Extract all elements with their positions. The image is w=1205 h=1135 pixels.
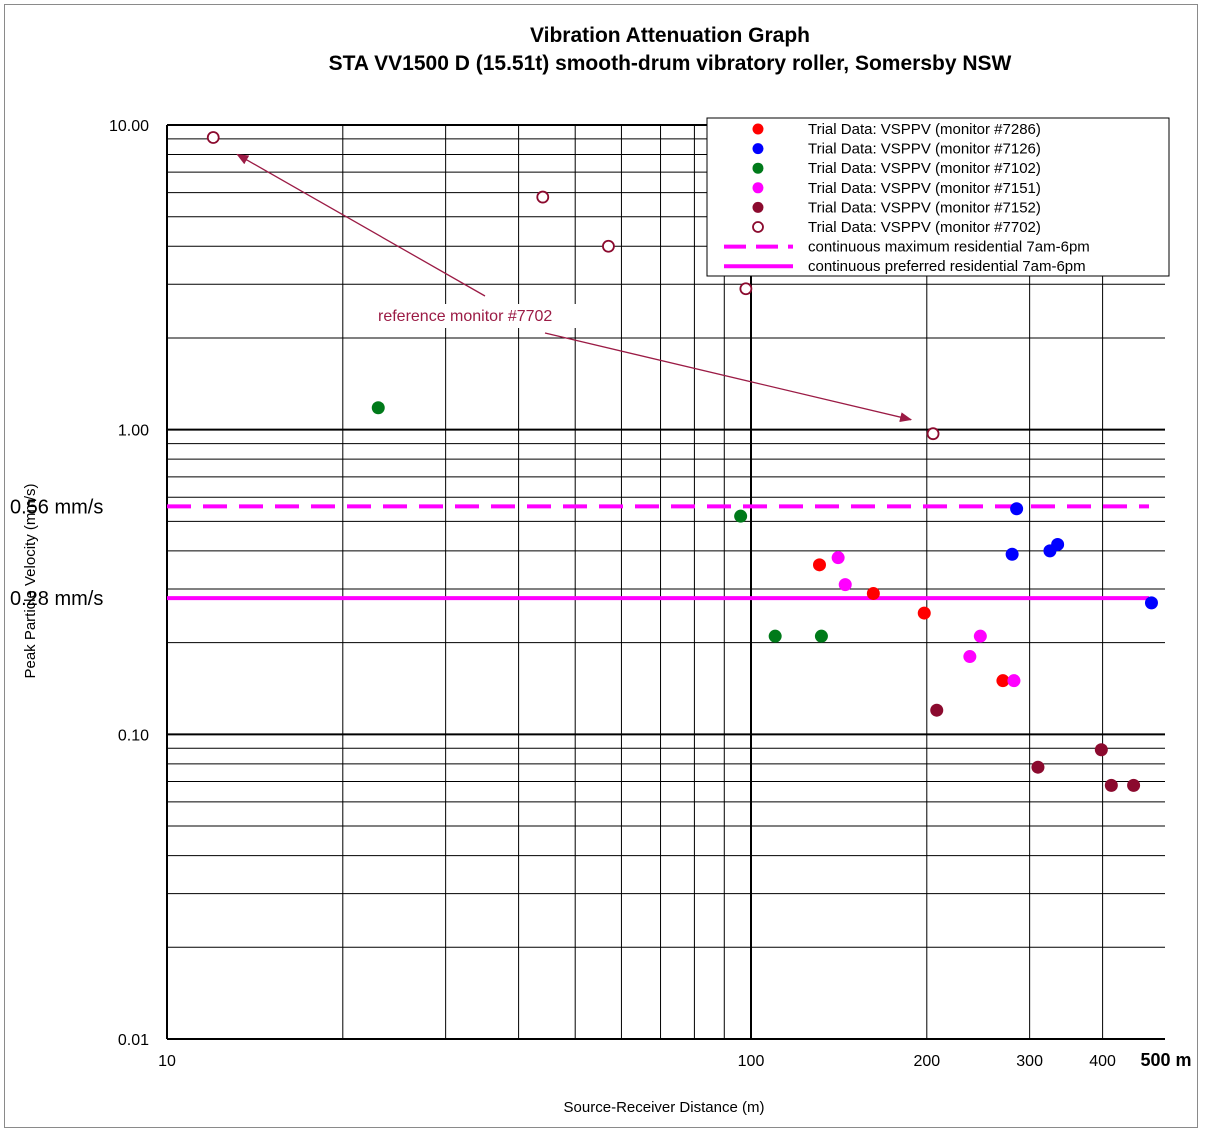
legend-label: Trial Data: VSPPV (monitor #7702) [808, 219, 1041, 236]
data-point [734, 509, 748, 523]
legend-marker [752, 143, 764, 155]
data-point [739, 282, 753, 296]
data-point [371, 401, 385, 415]
x-tick-label: 10 [158, 1053, 176, 1070]
data-point [206, 131, 220, 144]
y-tick-label: 10.00 [109, 118, 149, 135]
data-point [1005, 547, 1019, 561]
legend-label: continuous preferred residential 7am-6pm [808, 258, 1086, 275]
data-point [812, 558, 826, 572]
x-tick-label: 200 [913, 1053, 940, 1070]
data-point [963, 650, 977, 664]
reference-line-label: 0.28 mm/s [10, 588, 103, 610]
data-point [1144, 596, 1158, 610]
annotation-label: reference monitor #7702 [378, 308, 552, 325]
data-point [917, 606, 931, 620]
legend-label: Trial Data: VSPPV (monitor #7151) [808, 180, 1041, 197]
data-point [838, 578, 852, 592]
annotation-arrow [544, 332, 913, 423]
data-point [1051, 537, 1065, 551]
x-tick-label: 400 [1089, 1053, 1116, 1070]
legend-box [706, 117, 1170, 277]
data-point [930, 703, 944, 717]
y-tick-label: 0.01 [118, 1032, 149, 1049]
legend-label: Trial Data: VSPPV (monitor #7102) [808, 160, 1041, 177]
annotation-arrow [236, 153, 486, 297]
legend-marker [752, 182, 764, 194]
legend-marker [752, 201, 764, 213]
data-point [866, 586, 880, 600]
y-tick-label: 0.10 [118, 727, 149, 744]
minor-gridlines [167, 125, 1165, 1039]
x-tick-label: 100 [738, 1053, 765, 1070]
legend-label: continuous maximum residential 7am-6pm [808, 239, 1090, 256]
data-point [996, 674, 1010, 688]
annotation-layer: reference monitor #7702 [236, 153, 913, 423]
data-point [973, 629, 987, 643]
chart-title: Vibration Attenuation Graph [529, 24, 810, 47]
data-point [926, 427, 940, 441]
y-axis-label: Peak Particle Velocity (mm/s) [22, 483, 39, 678]
data-point [1094, 743, 1108, 757]
data-point [1127, 778, 1141, 792]
annotation-background [372, 304, 598, 328]
data-point [1031, 760, 1045, 774]
data-point [1104, 778, 1118, 792]
data-point [831, 551, 845, 565]
legend-marker [752, 123, 764, 135]
data-point [814, 629, 828, 643]
reference-lines: 0.28 mm/s 0.56 mm/s [10, 496, 1149, 610]
data-point [1007, 674, 1021, 688]
tick-labels: 10.00 1.00 0.10 0.01 10 100 200 300 400 500 m [109, 118, 1192, 1070]
legend-label: Trial Data: VSPPV (monitor #7152) [808, 199, 1041, 216]
legend-marker [752, 162, 764, 174]
legend-label: Trial Data: VSPPV (monitor #7126) [808, 141, 1041, 158]
chart-frame [4, 4, 1198, 1128]
data-point [1010, 502, 1024, 516]
major-gridlines [166, 123, 1165, 1040]
legend-label: Trial Data: VSPPV (monitor #7286) [808, 121, 1041, 138]
y-tick-label: 1.00 [118, 423, 149, 440]
data-points [206, 131, 1158, 792]
reference-line-label: 0.56 mm/s [10, 496, 103, 518]
x-tick-label: 300 [1016, 1053, 1043, 1070]
data-point [536, 190, 550, 204]
legend: Trial Data: VSPPV (monitor #7286) Trial D… [706, 117, 1170, 277]
data-point [602, 239, 615, 253]
x-tick-label: 500 m [1140, 1050, 1191, 1070]
data-point [768, 629, 782, 643]
chart-subtitle: STA VV1500 D (15.51t) smooth-drum vibrat… [328, 52, 1012, 75]
x-axis-label: Source-Receiver Distance (m) [564, 1099, 765, 1116]
legend-marker [752, 221, 764, 233]
